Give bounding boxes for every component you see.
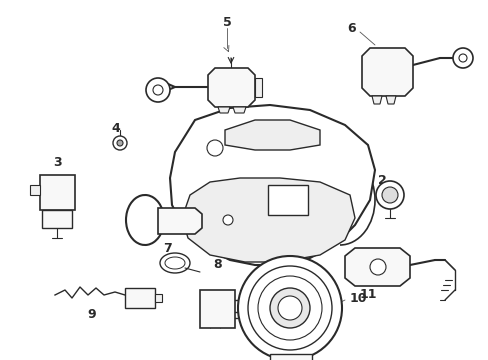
Circle shape <box>458 54 466 62</box>
Text: 1: 1 <box>273 185 282 198</box>
Text: 51: 51 <box>285 310 294 316</box>
Text: 10: 10 <box>348 292 366 305</box>
Circle shape <box>206 140 223 156</box>
Circle shape <box>247 266 331 350</box>
Circle shape <box>238 256 341 360</box>
Polygon shape <box>158 208 202 234</box>
Circle shape <box>375 181 403 209</box>
Polygon shape <box>155 294 162 302</box>
Text: 2: 2 <box>377 174 386 186</box>
Polygon shape <box>207 68 254 107</box>
Polygon shape <box>269 354 311 360</box>
Circle shape <box>278 296 302 320</box>
Text: 11: 11 <box>359 288 376 302</box>
Circle shape <box>113 136 127 150</box>
Circle shape <box>258 276 321 340</box>
Circle shape <box>117 140 123 146</box>
Polygon shape <box>170 105 374 265</box>
Text: 5: 5 <box>222 15 231 28</box>
Circle shape <box>146 78 170 102</box>
Text: 3: 3 <box>53 156 61 168</box>
Polygon shape <box>125 288 155 308</box>
Polygon shape <box>361 48 412 96</box>
Polygon shape <box>385 96 395 104</box>
Polygon shape <box>232 107 245 113</box>
Circle shape <box>381 187 397 203</box>
Circle shape <box>269 288 309 328</box>
Polygon shape <box>254 78 262 97</box>
Polygon shape <box>224 120 319 150</box>
Polygon shape <box>182 178 354 262</box>
Polygon shape <box>200 290 235 328</box>
Text: 8: 8 <box>213 258 222 271</box>
Circle shape <box>369 259 385 275</box>
Text: 7: 7 <box>163 242 172 255</box>
Bar <box>267 185 307 215</box>
Circle shape <box>223 215 232 225</box>
Polygon shape <box>42 210 72 228</box>
Text: 9: 9 <box>87 309 96 321</box>
Polygon shape <box>218 107 229 113</box>
Text: 6: 6 <box>347 22 356 35</box>
Circle shape <box>452 48 472 68</box>
Text: 4: 4 <box>111 122 120 135</box>
Circle shape <box>153 85 163 95</box>
Polygon shape <box>30 185 40 195</box>
Polygon shape <box>40 175 75 210</box>
Polygon shape <box>371 96 381 104</box>
Polygon shape <box>345 248 409 286</box>
